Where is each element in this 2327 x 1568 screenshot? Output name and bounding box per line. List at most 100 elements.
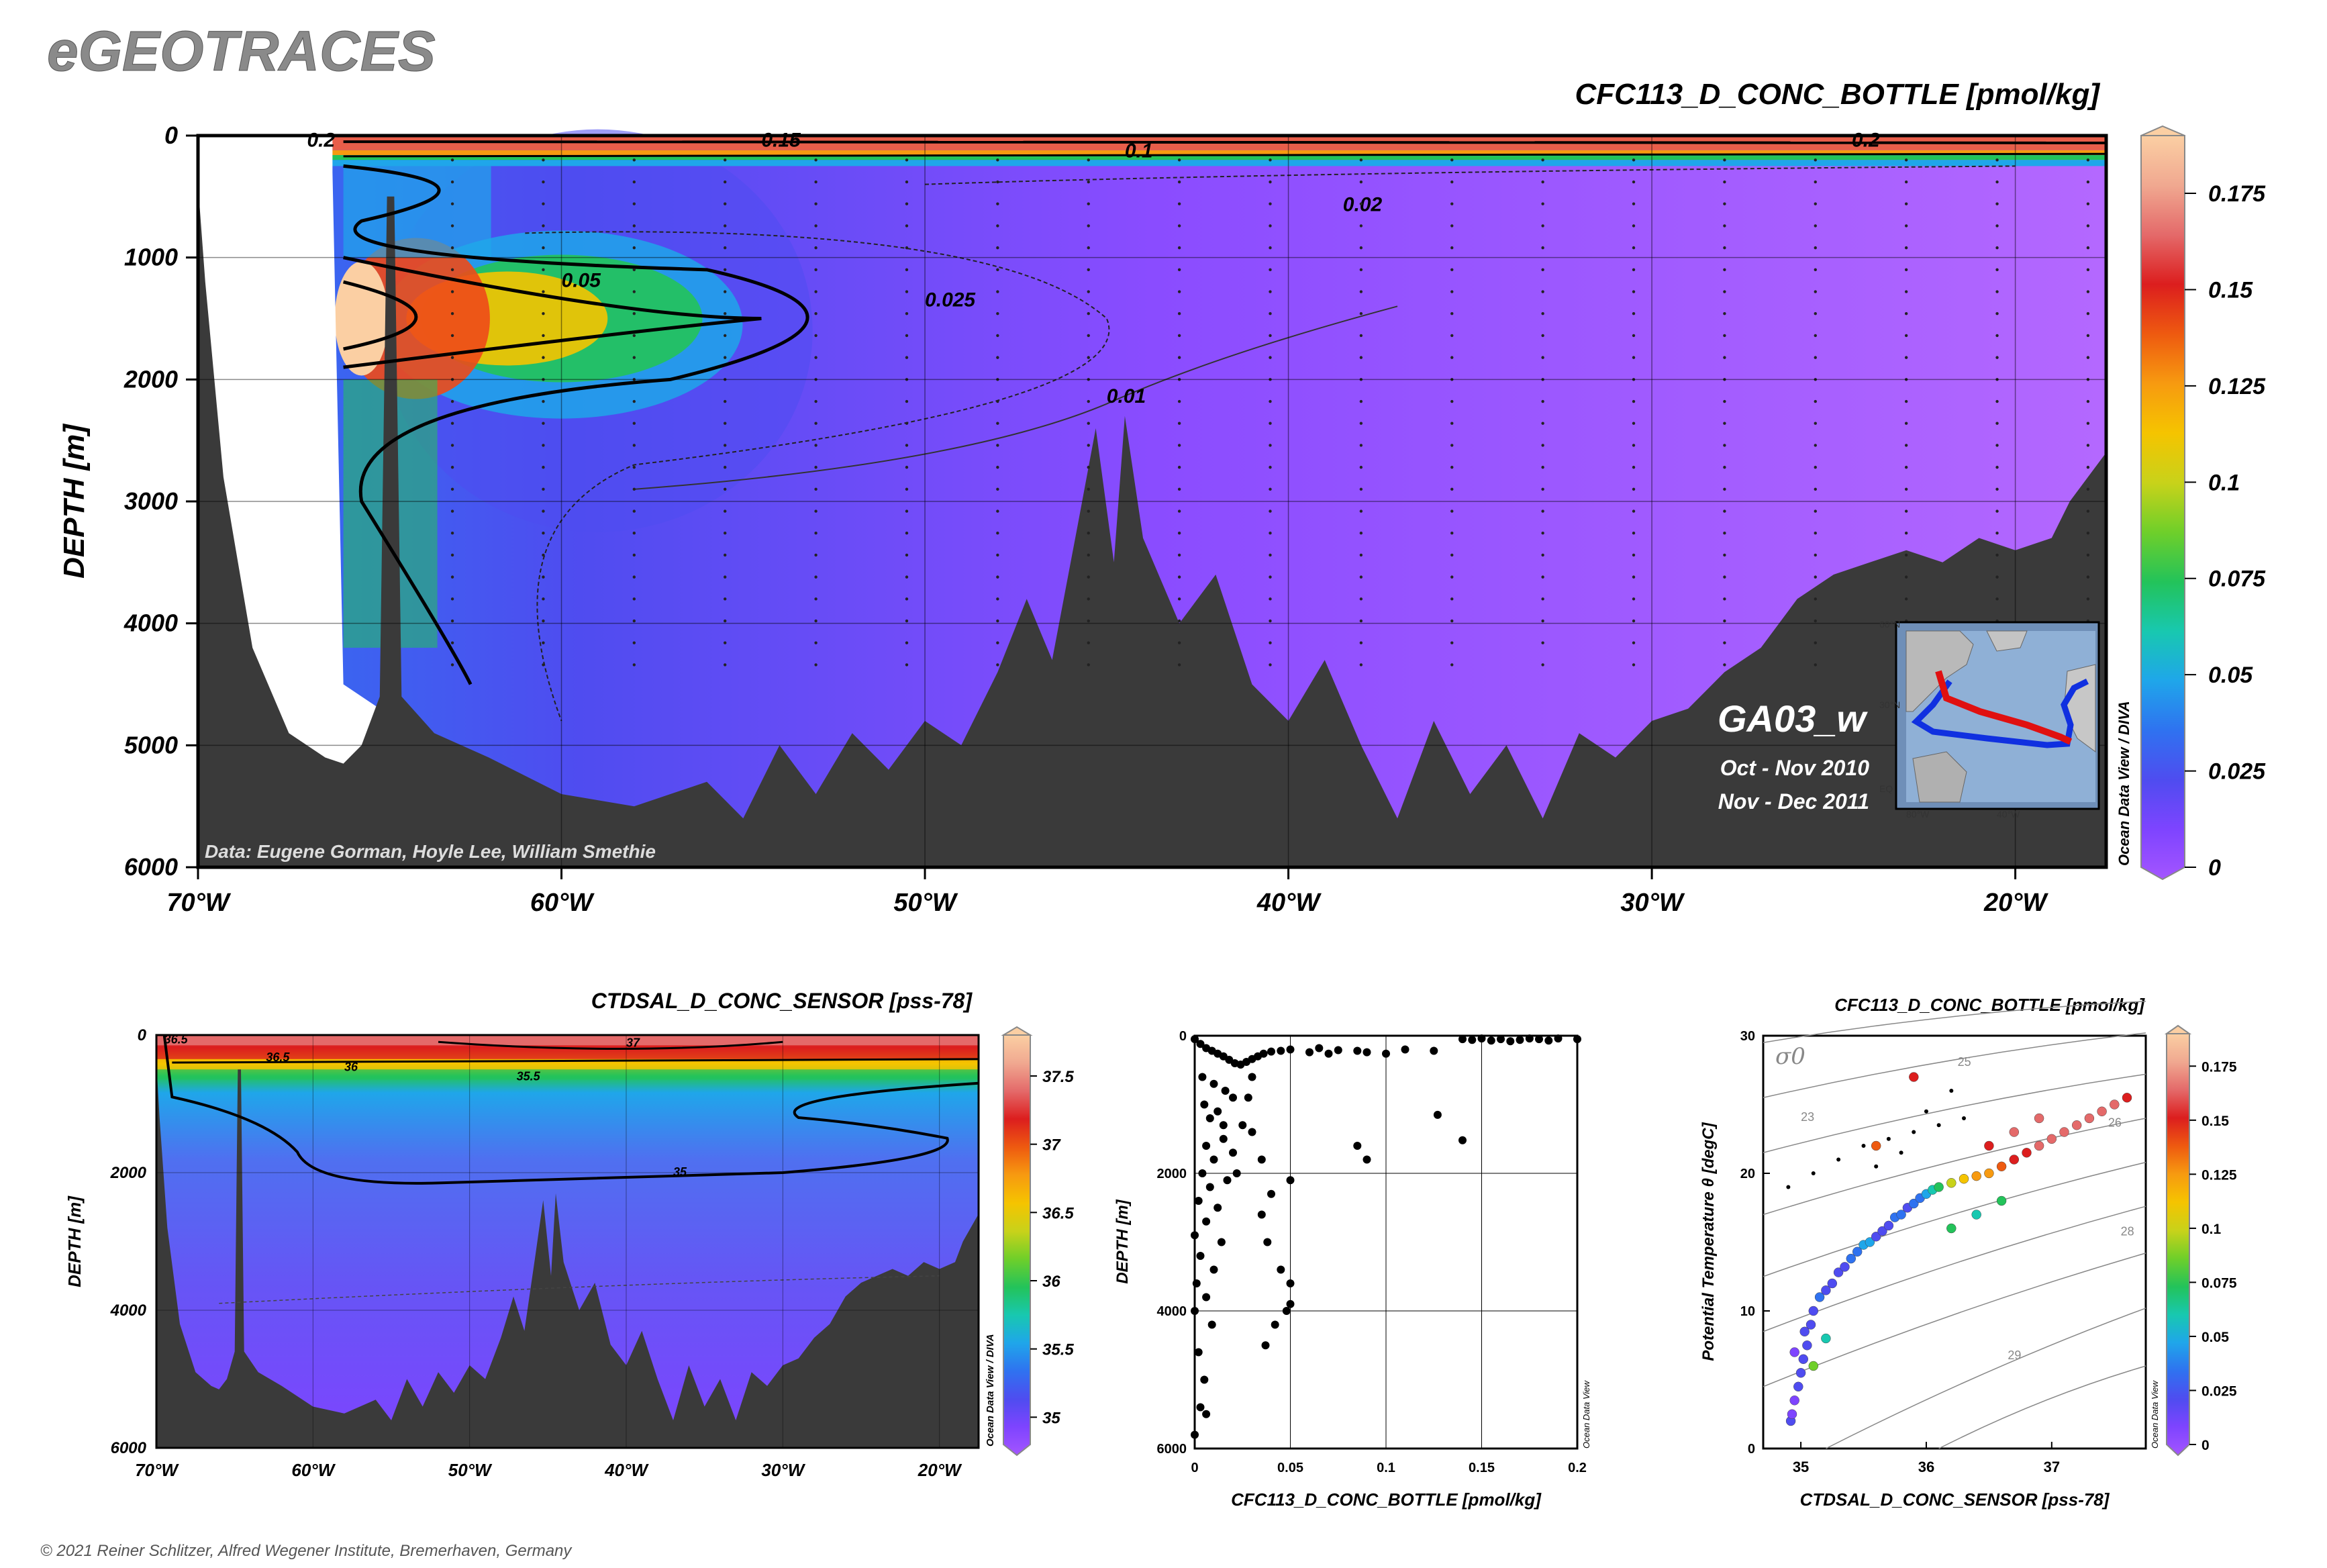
station-dot xyxy=(1995,224,1999,228)
ts-point xyxy=(1799,1326,1810,1337)
station-dot xyxy=(632,356,636,359)
main-contour-label: 0.02 xyxy=(1343,194,1383,216)
station-dot xyxy=(1177,532,1181,535)
station-dot xyxy=(1904,378,1908,381)
ts-title: CFC113_D_CONC_BOTTLE [pmol/kg] xyxy=(1834,995,2145,1015)
inset-map: 60°N 30°N EQ 80°W 40°W xyxy=(1879,619,2100,820)
station-dot xyxy=(1359,378,1363,381)
station-dot xyxy=(1359,180,1363,184)
station-dot xyxy=(1269,641,1272,644)
station-dot xyxy=(724,509,727,513)
contour-0.15 xyxy=(343,152,2107,158)
ts-point xyxy=(1971,1210,1981,1220)
station-dot xyxy=(450,268,454,272)
station-dot xyxy=(905,619,909,623)
main-ytick-label: 1000 xyxy=(124,244,178,271)
ts-point xyxy=(1814,1292,1825,1302)
station-dot xyxy=(814,465,818,469)
station-dot xyxy=(1904,465,1908,469)
ts-point xyxy=(1821,1285,1831,1295)
station-dot xyxy=(1904,334,1908,338)
scatter-xtick-label: 0.1 xyxy=(1377,1461,1395,1475)
station-dot xyxy=(2086,268,2090,272)
scatter-point xyxy=(1221,1087,1230,1095)
scatter-point xyxy=(1194,1348,1203,1357)
station-dot xyxy=(450,158,454,162)
station-dot xyxy=(1632,422,1636,425)
station-dot xyxy=(632,290,636,293)
station-dot xyxy=(814,290,818,293)
station-dot xyxy=(905,509,909,513)
scatter-points xyxy=(1191,1034,1581,1439)
station-dot xyxy=(1450,399,1454,403)
station-dot xyxy=(1632,158,1636,162)
station-dot xyxy=(1541,246,1544,250)
station-dot xyxy=(724,487,727,491)
scatter-ytick-label: 6000 xyxy=(1157,1442,1187,1457)
station-dot xyxy=(724,202,727,205)
contour-0.025 xyxy=(525,231,1110,722)
scatter-point xyxy=(1191,1307,1199,1315)
station-dot xyxy=(1995,312,1999,315)
station-dot xyxy=(1541,553,1544,557)
no-data-region xyxy=(198,136,634,867)
station-dot xyxy=(1087,641,1090,644)
station-dot xyxy=(632,444,636,447)
station-dot xyxy=(1541,290,1544,293)
station-dot xyxy=(1723,509,1726,513)
station-dot xyxy=(1904,532,1908,535)
station-dot xyxy=(1904,246,1908,250)
station-dot xyxy=(1269,465,1272,469)
station-dot xyxy=(632,575,636,579)
station-dot xyxy=(1814,356,1817,359)
station-dot xyxy=(1541,268,1544,272)
scatter-point xyxy=(1200,1375,1209,1384)
station-dot xyxy=(1723,663,1726,667)
ts-black-point xyxy=(1936,1123,1941,1128)
station-dot xyxy=(905,224,909,228)
scatter-point xyxy=(1516,1036,1524,1044)
station-dot xyxy=(905,465,909,469)
scatter-point xyxy=(1198,1169,1207,1177)
inset-label: 30°N xyxy=(1879,699,1900,710)
station-dot xyxy=(1904,290,1908,293)
station-dot xyxy=(1359,246,1363,250)
station-dot xyxy=(450,334,454,338)
station-dot xyxy=(996,202,999,205)
scatter-point xyxy=(1305,1048,1314,1057)
cb-tick-label: 0.125 xyxy=(2208,374,2266,399)
isopycnal-line xyxy=(1763,1161,2146,1277)
station-dot xyxy=(632,553,636,557)
station-dot xyxy=(1450,465,1454,469)
contour-0.2 xyxy=(343,140,2107,144)
station-dot xyxy=(1450,180,1454,184)
cb-tick-label: 0.05 xyxy=(2208,663,2253,688)
station-dot xyxy=(1359,619,1363,623)
station-dot xyxy=(542,399,545,403)
main-contour-label: 0.2 xyxy=(1852,129,1880,151)
scatter-point xyxy=(1497,1035,1505,1044)
station-dot xyxy=(450,246,454,250)
station-dot xyxy=(1995,553,1999,557)
station-dot xyxy=(905,399,909,403)
station-dot xyxy=(996,312,999,315)
station-dot xyxy=(905,334,909,338)
inset-cruise-track-red xyxy=(1935,670,2073,745)
copyright: © 2021 Reiner Schlitzer, Alfred Wegener … xyxy=(40,1542,573,1560)
station-dot xyxy=(1814,465,1817,469)
station-dot xyxy=(542,246,545,250)
station-dot xyxy=(1723,422,1726,425)
station-dot xyxy=(1995,532,1999,535)
station-dot xyxy=(542,334,545,338)
scatter-point xyxy=(1458,1136,1467,1144)
isopycnal-label: 25 xyxy=(1958,1055,1971,1069)
station-dot xyxy=(905,532,909,535)
scatter-ytick-label: 4000 xyxy=(1157,1304,1187,1319)
station-dot xyxy=(1632,246,1636,250)
ts-point xyxy=(2122,1093,2132,1103)
station-dot xyxy=(450,641,454,644)
station-dot xyxy=(1541,532,1544,535)
scatter-point xyxy=(1248,1073,1256,1081)
ts-xticks: 35 36 37 xyxy=(1793,1442,2060,1475)
ts-point xyxy=(1865,1237,1875,1247)
